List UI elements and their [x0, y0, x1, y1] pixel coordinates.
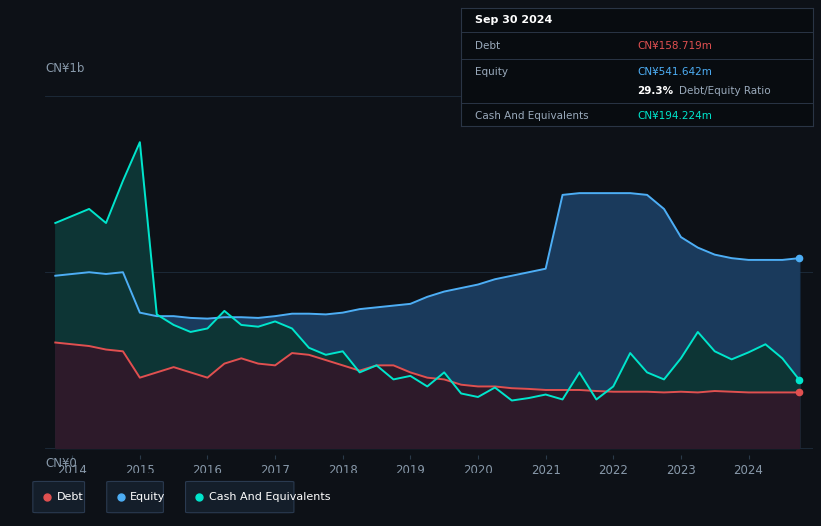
Text: Cash And Equivalents: Cash And Equivalents: [475, 110, 589, 120]
Text: Debt/Equity Ratio: Debt/Equity Ratio: [679, 86, 771, 96]
FancyBboxPatch shape: [107, 481, 163, 513]
Text: Debt: Debt: [57, 492, 83, 502]
Text: 29.3%: 29.3%: [637, 86, 673, 96]
FancyBboxPatch shape: [186, 481, 294, 513]
Text: CN¥194.224m: CN¥194.224m: [637, 110, 712, 120]
Text: CN¥541.642m: CN¥541.642m: [637, 67, 712, 77]
Text: Equity: Equity: [475, 67, 508, 77]
Text: Cash And Equivalents: Cash And Equivalents: [209, 492, 331, 502]
Text: CN¥158.719m: CN¥158.719m: [637, 41, 712, 51]
Text: Equity: Equity: [131, 492, 166, 502]
FancyBboxPatch shape: [33, 481, 85, 513]
Text: CN¥0: CN¥0: [45, 457, 77, 470]
Text: Sep 30 2024: Sep 30 2024: [475, 15, 553, 25]
Text: Debt: Debt: [475, 41, 501, 51]
Text: CN¥1b: CN¥1b: [45, 62, 85, 75]
